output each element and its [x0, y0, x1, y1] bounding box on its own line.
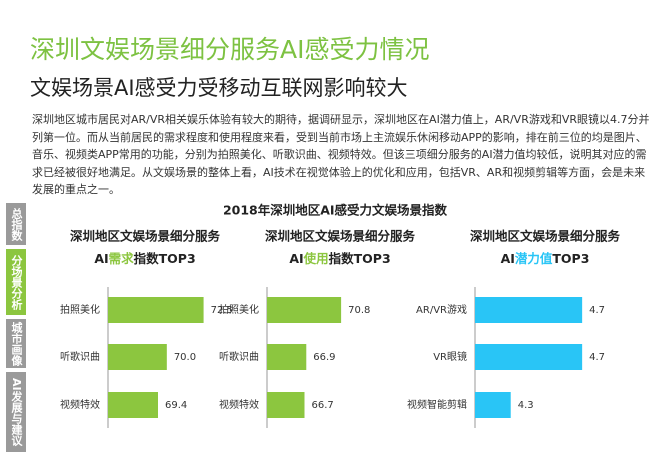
bar	[108, 344, 167, 370]
bar	[267, 297, 342, 323]
chart-subtitle: AI使用指数TOP3	[289, 251, 390, 266]
value-label: 4.3	[518, 400, 534, 411]
value-label: 72.5	[211, 305, 233, 316]
chart-subtitle: AI需求指数TOP3	[94, 251, 195, 266]
category-label: 拍照美化	[219, 303, 259, 316]
section-title: 2018年深圳地区AI感受力文娱场景指数	[223, 203, 448, 218]
chart-title: 深圳地区文娱场景细分服务	[70, 229, 221, 244]
subtitle-part: AI	[289, 251, 303, 266]
bar	[475, 392, 511, 418]
chart-title: 深圳地区文娱场景细分服务	[470, 229, 621, 244]
sidebar-tab[interactable]: 分场景分析	[6, 249, 26, 315]
body-text: 深圳地区城市居民对AR/VR相关娱乐体验有较大的期待，据调研显示，深圳地区在AI…	[32, 113, 650, 196]
subtitle-part: TOP3	[552, 251, 589, 266]
category-label: VR眼镜	[433, 350, 467, 363]
page-subtitle: 文娱场景AI感受力受移动互联网影响较大	[30, 76, 408, 100]
subtitle-part: AI	[501, 251, 515, 266]
value-label: 70.0	[174, 352, 196, 363]
page-title: 深圳文娱场景细分服务AI感受力情况	[30, 35, 430, 64]
bar	[475, 344, 583, 370]
subtitle-part: 潜力值	[515, 251, 553, 266]
category-label: 听歌识曲	[60, 350, 100, 363]
value-label: 69.4	[165, 400, 187, 411]
category-label: 拍照美化	[60, 303, 100, 316]
subtitle-part: AI	[94, 251, 108, 266]
subtitle-part: 使用	[303, 251, 329, 266]
value-label: 66.7	[312, 400, 334, 411]
bar	[267, 344, 307, 370]
category-label: 视频特效	[219, 398, 259, 411]
subtitle-part: 指数TOP3	[329, 251, 391, 266]
sidebar-tab[interactable]: 城市画像	[6, 319, 26, 368]
subtitle-part: 指数TOP3	[134, 251, 196, 266]
bar	[475, 297, 583, 323]
chart-subtitle: AI潜力值TOP3	[501, 251, 590, 266]
value-label: 4.7	[589, 305, 605, 316]
category-label: 视频智能剪辑	[407, 398, 467, 411]
value-label: 70.8	[348, 305, 370, 316]
bar	[267, 392, 305, 418]
category-label: 视频特效	[60, 398, 100, 411]
category-label: AR/VR游戏	[416, 303, 467, 316]
value-label: 4.7	[589, 352, 605, 363]
bar	[108, 297, 204, 323]
value-label: 66.9	[313, 352, 335, 363]
subtitle-part: 需求	[109, 251, 135, 266]
chart-title: 深圳地区文娱场景细分服务	[265, 229, 416, 244]
sidebar-tab[interactable]: 总指数	[6, 203, 26, 245]
category-label: 听歌识曲	[219, 350, 259, 363]
sidebar-tab[interactable]: AI发展与建议	[6, 372, 26, 452]
bar	[108, 392, 158, 418]
